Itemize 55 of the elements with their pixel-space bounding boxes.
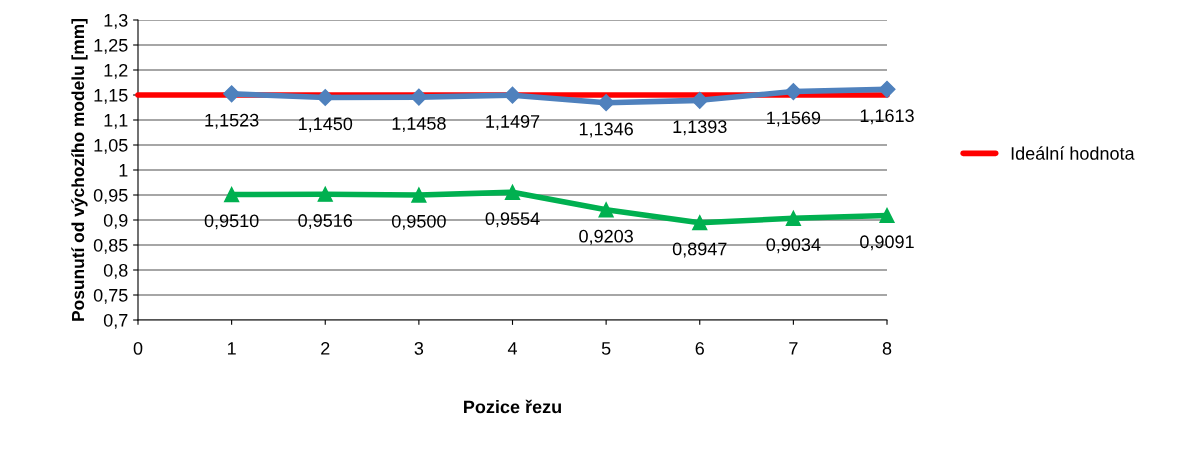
point [691,91,709,109]
y-tick-label: 1,1 [104,114,128,129]
y-tick-label: 0,95 [93,188,128,204]
point [223,85,241,103]
y-tick-label: 0,85 [93,238,128,254]
y-axis-title: Posunutí od výchozího modelu [mm] [71,19,88,321]
data-label: 1,1613 [860,109,914,125]
data-label: 1,1497 [486,115,540,130]
x-tick-label: 5 [601,342,611,355]
x-tick-label: 1 [227,342,236,355]
point [504,184,521,200]
y-tick-label: 1,3 [104,13,128,29]
legend-label: Ideální hodnota [1011,146,1135,160]
x-tick-label: 0 [133,342,143,355]
y-tick-label: 1,25 [94,38,128,54]
y-tick-label: 0,9 [103,213,128,229]
point [785,210,802,226]
point [598,202,614,218]
point [317,186,333,202]
x-tick-label: 3 [414,342,424,355]
x-tick-label: 8 [882,342,892,355]
x-tick-label: 2 [321,342,330,355]
data-label: 0,9203 [579,229,633,245]
data-label: 0,9034 [766,238,821,254]
point [410,88,428,106]
data-label: 1,1450 [299,117,353,133]
x-tick-label: 6 [695,342,704,355]
x-tick-label: 7 [789,342,798,355]
y-tick-label: 1,05 [94,138,128,154]
x-tick-label: 4 [507,342,517,355]
data-label: 0,8947 [672,242,727,258]
y-tick-label: 1 [119,164,128,177]
data-label: 1,1569 [767,111,821,127]
data-label: 0,9510 [204,214,259,230]
y-tick-label: 0,8 [103,263,128,279]
point [597,94,615,112]
point [411,187,427,203]
y-tick-label: 1,2 [104,63,128,79]
data-label: 1,1346 [579,122,633,138]
point [223,186,240,203]
x-axis-title: Pozice řezu [464,399,561,414]
point [879,207,895,224]
data-label: 1,1523 [205,113,259,129]
data-label: 0,9554 [485,212,540,228]
data-label: 0,9091 [860,235,914,251]
y-tick-label: 1,15 [94,89,128,104]
data-label: 0,9516 [298,214,353,230]
data-label: 1,1458 [392,117,446,132]
point [784,82,802,101]
data-label: 1,1393 [673,120,727,136]
point [692,215,708,231]
y-tick-label: 0,75 [93,288,128,304]
y-tick-label: 0,7 [103,313,128,329]
data-label: 0,9500 [391,214,446,230]
point [878,80,896,98]
